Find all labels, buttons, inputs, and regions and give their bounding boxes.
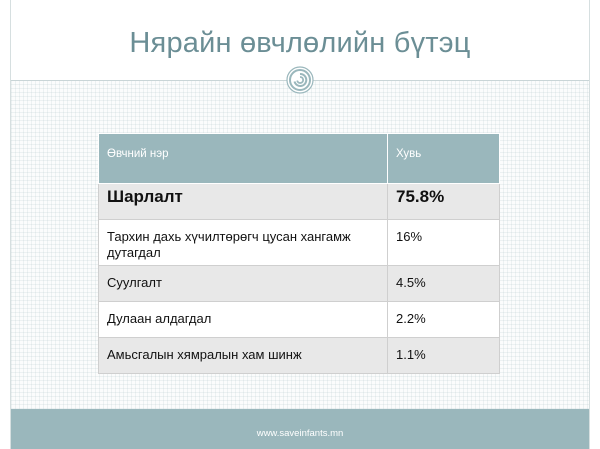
cell-disease-name: Дулаан алдагдал xyxy=(98,301,388,338)
spiral-emblem-icon xyxy=(286,66,314,94)
header-percent: Хувь xyxy=(387,133,500,184)
cell-disease-name: Суулгалт xyxy=(98,265,388,302)
table-row: Шарлалт 75.8% xyxy=(98,183,500,220)
cell-percent: 75.8% xyxy=(387,183,500,220)
table-row: Дулаан алдагдал 2.2% xyxy=(98,301,500,338)
cell-percent: 1.1% xyxy=(387,337,500,374)
table-row: Суулгалт 4.5% xyxy=(98,265,500,302)
disease-structure-table: Өвчний нэр Хувь Шарлалт 75.8% Тархин дах… xyxy=(98,133,500,374)
header-disease-name: Өвчний нэр xyxy=(98,133,388,184)
cell-disease-name: Шарлалт xyxy=(98,183,388,220)
frame-left-line xyxy=(10,0,11,449)
cell-percent: 2.2% xyxy=(387,301,500,338)
cell-percent: 4.5% xyxy=(387,265,500,302)
table-header-row: Өвчний нэр Хувь xyxy=(98,133,500,184)
slide-title: Нярайн өвчлөлийн бүтэц xyxy=(129,27,471,59)
table-row: Тархин дахь хүчилтөрөгч цусан хангамж ду… xyxy=(98,219,500,266)
table-row: Амьсгалын хямралын хам шинж 1.1% xyxy=(98,337,500,374)
cell-disease-name: Тархин дахь хүчилтөрөгч цусан хангамж ду… xyxy=(98,219,388,266)
footer-bar: www.saveinfants.mn xyxy=(11,409,589,449)
cell-percent: 16% xyxy=(387,219,500,266)
cell-disease-name: Амьсгалын хямралын хам шинж xyxy=(98,337,388,374)
footer-url: www.saveinfants.mn xyxy=(256,428,344,439)
frame-right-line xyxy=(589,0,590,449)
